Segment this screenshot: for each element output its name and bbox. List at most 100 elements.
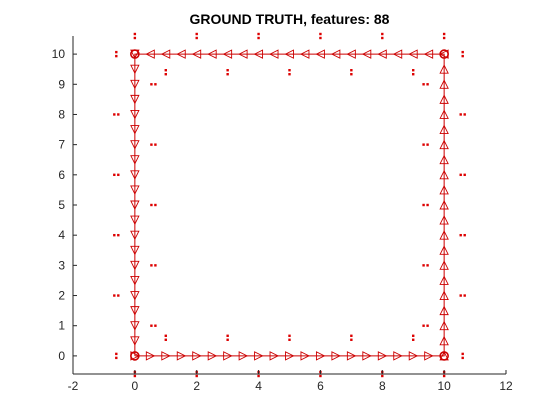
pose-marker — [130, 79, 140, 90]
pose-marker — [408, 49, 418, 59]
pose-marker — [269, 49, 279, 59]
pose-marker — [145, 351, 156, 361]
feature-point — [412, 69, 415, 72]
pose-marker — [130, 260, 140, 271]
pose-marker — [439, 230, 449, 240]
feature-point — [319, 32, 322, 36]
feature-point — [319, 374, 322, 378]
pose-marker — [315, 351, 326, 361]
feature-point — [463, 113, 466, 116]
feature-point — [288, 69, 291, 72]
feature-point — [288, 338, 291, 341]
pose-marker — [439, 275, 449, 285]
feature-point — [459, 233, 462, 237]
pose-marker — [207, 49, 217, 59]
pose-marker — [130, 245, 140, 256]
pose-marker — [361, 49, 372, 59]
y-tick-label: 10 — [52, 47, 66, 61]
feature-point — [150, 83, 153, 86]
x-tick-label: 2 — [193, 379, 200, 393]
x-tick-label: 8 — [379, 379, 386, 393]
feature-point — [461, 50, 464, 54]
corner-marker — [130, 351, 140, 361]
feature-point — [154, 83, 157, 86]
pose-marker — [130, 230, 140, 241]
y-tick-label: 6 — [58, 168, 65, 182]
feature-point — [463, 173, 466, 177]
corner-marker — [439, 351, 449, 361]
y-tick-label: 8 — [58, 107, 65, 121]
feature-point — [459, 113, 462, 116]
feature-point — [426, 143, 429, 146]
pose-marker — [161, 351, 171, 361]
pose-marker — [238, 49, 248, 59]
pose-marker — [130, 291, 140, 301]
pose-marker — [439, 290, 449, 300]
pose-marker — [299, 49, 310, 59]
corner-marker — [130, 49, 140, 59]
pose-marker — [130, 306, 140, 316]
feature-point — [442, 36, 446, 40]
pose-marker — [408, 351, 419, 361]
pose-marker — [439, 139, 449, 150]
feature-point — [426, 324, 429, 327]
pose-marker — [222, 49, 233, 59]
pose-marker — [130, 170, 140, 180]
y-tick-label: 2 — [58, 289, 65, 303]
feature-point — [459, 173, 462, 177]
pose-marker — [439, 64, 449, 74]
feature-point — [154, 143, 157, 146]
feature-point — [422, 143, 425, 146]
feature-point — [133, 32, 137, 36]
feature-point — [164, 69, 167, 72]
pose-marker — [330, 49, 341, 59]
feature-point — [463, 294, 466, 297]
feature-point — [154, 324, 157, 327]
y-tick-label: 3 — [58, 258, 65, 272]
pose-marker — [176, 351, 187, 361]
pose-marker — [439, 215, 449, 225]
pose-marker — [439, 154, 449, 165]
feature-point — [461, 352, 464, 356]
pose-marker — [207, 351, 218, 361]
feature-point — [164, 338, 167, 341]
feature-point — [115, 356, 118, 360]
pose-marker — [254, 351, 264, 361]
feature-point — [164, 334, 167, 337]
y-tick-label: 1 — [58, 319, 65, 333]
pose-marker — [393, 351, 403, 361]
x-tick-label: 12 — [499, 379, 513, 393]
pose-marker — [439, 199, 449, 210]
pose-marker — [130, 185, 140, 195]
feature-point — [154, 203, 157, 207]
feature-point — [422, 264, 425, 267]
feature-point — [226, 73, 229, 76]
x-tick-label: 4 — [255, 379, 262, 393]
feature-point — [426, 203, 429, 207]
pose-marker — [160, 49, 171, 59]
pose-marker — [439, 184, 449, 195]
feature-point — [381, 36, 384, 40]
feature-point — [164, 73, 167, 76]
pose-marker — [423, 49, 434, 59]
pose-marker — [439, 260, 449, 270]
y-tick-label: 0 — [58, 349, 65, 363]
feature-point — [461, 356, 464, 360]
feature-point — [463, 233, 466, 237]
pose-marker — [130, 110, 140, 120]
feature-point — [226, 69, 229, 72]
feature-point — [381, 32, 384, 36]
feature-point — [319, 36, 322, 40]
pose-marker — [238, 351, 249, 361]
feature-point — [113, 113, 116, 116]
feature-point — [113, 233, 116, 237]
pose-marker — [130, 215, 140, 226]
pose-marker — [439, 245, 449, 255]
feature-point — [442, 374, 446, 378]
pose-marker — [223, 351, 233, 361]
pose-marker — [439, 169, 449, 180]
features-layer — [113, 32, 466, 378]
feature-point — [350, 338, 353, 341]
pose-marker — [300, 351, 310, 361]
pose-marker — [269, 351, 280, 361]
